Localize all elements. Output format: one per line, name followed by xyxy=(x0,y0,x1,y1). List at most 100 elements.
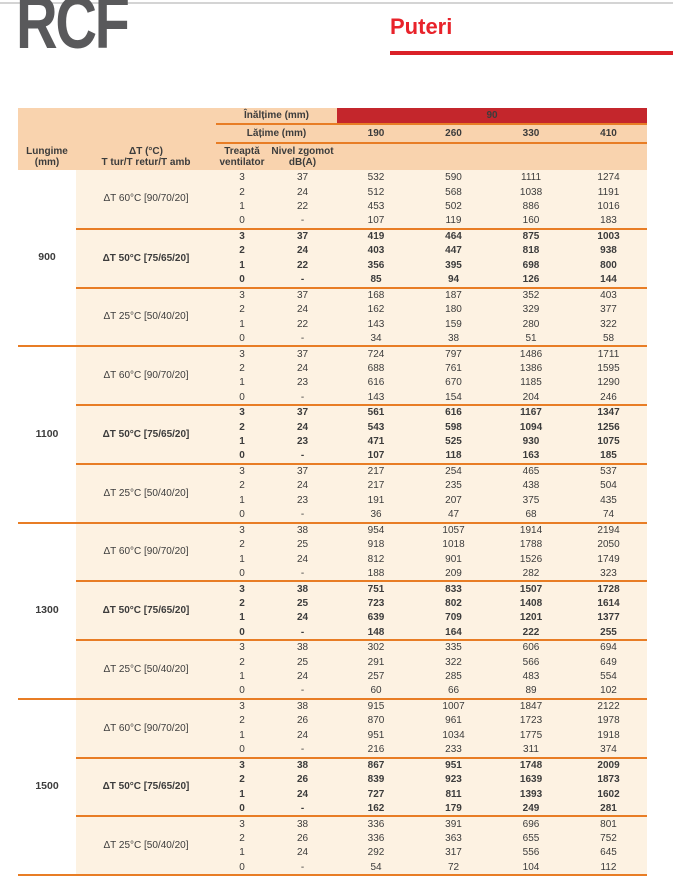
nivel-cell: 22 xyxy=(268,199,338,215)
treapta-cell: 3 xyxy=(216,227,268,244)
nivel-cell: - xyxy=(268,390,338,405)
power-cell: 54 xyxy=(337,860,416,875)
table-row: 2 26 870 961 1723 1978 xyxy=(18,713,648,729)
power-cell: 875 xyxy=(492,227,571,244)
table-row: 1 22 143 159 280 322 xyxy=(18,316,648,332)
delta-t-cell: ΔT 60°C [90/70/20] xyxy=(76,345,216,405)
power-cell: 168 xyxy=(337,286,416,303)
power-cell: 179 xyxy=(415,801,493,817)
treapta-cell: 1 xyxy=(216,375,268,391)
nivel-cell: - xyxy=(268,742,338,758)
power-cell: 698 xyxy=(492,258,571,273)
nivel-cell: 24 xyxy=(268,184,338,200)
power-cell: 281 xyxy=(570,801,648,817)
header-row-inaltime: Înălțime (mm) 90 xyxy=(18,108,648,125)
power-cell: 1788 xyxy=(492,537,571,552)
power-cell: 438 xyxy=(492,478,571,494)
power-cell: 724 xyxy=(337,345,416,361)
power-cell: 566 xyxy=(492,654,571,670)
table-row: 2 25 918 1018 1788 2050 xyxy=(18,537,648,552)
treapta-cell: 3 xyxy=(216,756,268,773)
power-cell: 802 xyxy=(415,595,493,611)
power-cell: 235 xyxy=(415,478,493,494)
power-cell: 188 xyxy=(337,566,416,582)
nivel-cell: - xyxy=(268,214,338,229)
power-cell: 391 xyxy=(415,815,493,831)
power-cell: 180 xyxy=(415,302,493,317)
power-cell: 1873 xyxy=(570,772,648,787)
treapta-cell: 1 xyxy=(216,493,268,508)
table-row: 2 24 162 180 329 377 xyxy=(18,302,648,317)
power-cell: 322 xyxy=(415,654,493,670)
treapta-cell: 2 xyxy=(216,595,268,611)
table-row: 0-162 179 249 281 xyxy=(18,801,648,817)
power-cell: 568 xyxy=(415,184,493,200)
table-row: 2 25 723 802 1408 1614 xyxy=(18,595,648,611)
delta-t-cell: ΔT 50°C [75/65/20] xyxy=(76,404,216,464)
nivel-cell: 37 xyxy=(268,170,338,185)
power-cell: 162 xyxy=(337,302,416,317)
table-row: 0-85 94 126 144 xyxy=(18,272,648,288)
delta-t-cell: ΔT 25°C [50/40/20] xyxy=(76,639,216,699)
width-value-260: 260 xyxy=(415,124,493,144)
power-cell: 818 xyxy=(492,243,571,259)
power-cell: 1201 xyxy=(492,610,571,626)
nivel-cell: 38 xyxy=(268,756,338,773)
power-cell: 322 xyxy=(570,316,648,332)
nivel-cell: - xyxy=(268,625,338,640)
power-cell: 148 xyxy=(337,625,416,640)
nivel-cell: 37 xyxy=(268,227,338,244)
treapta-cell: 2 xyxy=(216,654,268,670)
table-row: ΔT 50°C [75/65/20] 3 37 561 616 1167 1347 xyxy=(18,404,648,464)
nivel-cell: 24 xyxy=(268,478,338,494)
table-row: 1 24 292 317 556 645 xyxy=(18,845,648,861)
width-value-190: 190 xyxy=(337,124,416,144)
treapta-cell: 3 xyxy=(216,697,268,714)
table-row: 0-143 154 204 246 xyxy=(18,390,648,405)
power-cell: 249 xyxy=(492,801,571,817)
table-row: 0-34 38 51 58 xyxy=(18,331,648,347)
power-cell: 1486 xyxy=(492,345,571,361)
table-row: 0-216 233 311 374 xyxy=(18,742,648,758)
nivel-cell: 24 xyxy=(268,302,338,317)
power-cell: 207 xyxy=(415,493,493,508)
power-cell: 951 xyxy=(337,728,416,743)
header-spacer xyxy=(337,143,648,170)
nivel-cell: 25 xyxy=(268,595,338,611)
header-row-latime: Lățime (mm) 190 260 330 410 xyxy=(18,124,648,144)
table-row: ΔT 25°C [50/40/20] 3 38 302 335 606 694 xyxy=(18,639,648,699)
power-cell: 38 xyxy=(415,331,493,347)
power-cell: 282 xyxy=(492,566,571,582)
table-row: 1 22 356 395 698 800 xyxy=(18,258,648,273)
power-cell: 352 xyxy=(492,286,571,303)
treapta-cell: 2 xyxy=(216,713,268,729)
power-cell: 670 xyxy=(415,375,493,391)
power-cell: 102 xyxy=(570,684,648,699)
power-cell: 1602 xyxy=(570,786,648,802)
nivel-cell: 26 xyxy=(268,772,338,787)
table-row: 1500 ΔT 60°C [90/70/20] 3 38 915 1007 1847 2122 xyxy=(18,697,648,875)
nivel-cell: - xyxy=(268,507,338,523)
power-cell: 1003 xyxy=(570,227,648,244)
power-cell: 1775 xyxy=(492,728,571,743)
power-cell: 183 xyxy=(570,214,648,229)
table-row: 2 26 336 363 655 752 xyxy=(18,830,648,846)
nivel-header: Nivel zgomot dB(A) xyxy=(268,143,338,170)
power-cell: 51 xyxy=(492,331,571,347)
power-cell: 104 xyxy=(492,860,571,875)
lungime-cell: 1500 xyxy=(18,697,76,875)
nivel-cell: 25 xyxy=(268,537,338,552)
treapta-cell: 1 xyxy=(216,728,268,743)
power-cell: 187 xyxy=(415,286,493,303)
nivel-cell: 24 xyxy=(268,728,338,743)
power-cell: 162 xyxy=(337,801,416,817)
lungime-cell: 900 xyxy=(18,170,76,347)
power-cell: 590 xyxy=(415,170,493,185)
power-cell: 89 xyxy=(492,684,571,699)
power-cell: 1094 xyxy=(492,419,571,435)
power-cell: 2194 xyxy=(570,521,648,538)
page-title: Puteri xyxy=(390,14,453,39)
power-cell: 1723 xyxy=(492,713,571,729)
power-cell: 1191 xyxy=(570,184,648,200)
power-cell: 532 xyxy=(337,170,416,185)
